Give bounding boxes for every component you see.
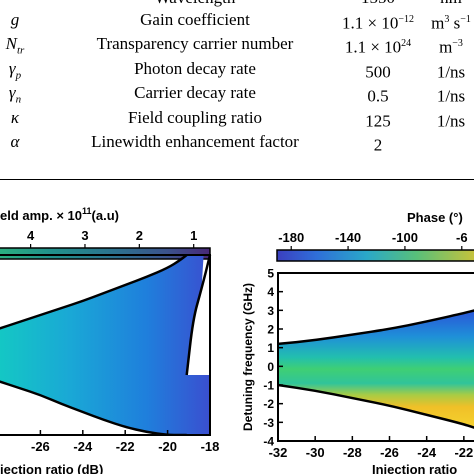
table-desc: Carrier decay rate <box>134 83 256 103</box>
left-colorbar-label: eld amp. × 1011(a.u) <box>0 206 119 223</box>
right-x-axis-label: Injection ratio <box>372 462 457 474</box>
left-colorbar-tick-label: 3 <box>81 228 88 243</box>
left-x-ticks: -26 -24 -22 -20 -18 <box>31 430 219 454</box>
table-desc: Linewidth enhancement factor <box>91 132 299 151</box>
right-x-tick-label: -24 <box>417 445 437 460</box>
right-colorbar-bar <box>276 249 474 262</box>
left-x-tick-label: -24 <box>73 439 93 454</box>
table-value: 2 <box>373 135 383 155</box>
right-upper-boundary <box>277 309 474 346</box>
left-upper-boundary <box>0 255 188 330</box>
left-x-tick-label: -22 <box>116 439 135 454</box>
right-colorbar-ticks: -180 -140 -100 -6 <box>278 230 468 250</box>
table-row: g Gain coefficient 1.1 × 10−12 m3 s−1 <box>0 8 474 33</box>
right-lower-boundary <box>277 383 474 429</box>
table-value: 0.5 <box>367 86 389 106</box>
left-colorbar-ticks: 4 3 2 1 <box>27 228 197 248</box>
right-y-tick-label: -4 <box>263 435 274 449</box>
table-unit: 1/ns <box>436 111 466 131</box>
table-symbol: g <box>10 10 20 29</box>
right-colorbar: Phase (°) -180 -140 -100 -6 <box>276 210 474 262</box>
table-desc: Photon decay rate <box>134 58 256 78</box>
right-x-tick-label: -26 <box>380 445 399 460</box>
right-y-tick-label: -2 <box>263 397 274 411</box>
table-unit: m−3 <box>439 38 463 58</box>
table-row: γn Carrier decay rate 0.5 1/ns <box>0 81 474 106</box>
right-y-tick-label: 1 <box>267 341 274 355</box>
table-unit: nm <box>428 0 474 10</box>
table-desc: Transparency carrier number <box>96 34 294 54</box>
table-row: α Linewidth enhancement factor 2 <box>0 130 474 155</box>
left-x-tick-label: -26 <box>31 439 50 454</box>
right-axes-frame <box>277 272 474 442</box>
right-y-tick-label: 5 <box>267 267 274 281</box>
left-unstable-edge <box>185 255 212 376</box>
table-value: 1.1 × 10−12 <box>342 13 414 33</box>
right-colorbar-tick-label: -140 <box>335 230 361 245</box>
table-unit: 1/ns <box>436 86 466 106</box>
table-row: κ Field coupling ratio 125 1/ns <box>0 106 474 131</box>
right-colorbar-tick-label: -6 <box>456 230 468 245</box>
right-y-tick-label: 3 <box>267 304 274 318</box>
parameter-table: Wavelength 1550 nm g Gain coefficient 1.1 … <box>0 0 474 180</box>
table-symbol: γn <box>8 83 22 106</box>
right-colorbar-tick-label: -180 <box>278 230 304 245</box>
table-value: 1.1 × 1024 <box>344 38 412 58</box>
right-x-tick-label: -32 <box>269 445 288 460</box>
left-x-axis-label: jection ratio (dB) <box>0 462 103 474</box>
table-symbol: γp <box>8 58 22 82</box>
right-heatmap <box>277 309 474 429</box>
table-value: 125 <box>365 111 391 131</box>
table-unit: 1/ns <box>436 62 466 82</box>
left-x-tick-label: -18 <box>201 439 220 454</box>
table-desc: Field coupling ratio <box>127 107 263 127</box>
table-value: 500 <box>365 62 391 82</box>
table-desc: Wavelength <box>35 0 355 10</box>
table-symbol: α <box>10 132 20 151</box>
left-x-tick-label: -20 <box>158 439 177 454</box>
right-y-axis-label: Detuning frequency (GHz) <box>241 283 255 431</box>
right-y-ticks: -4 -3 -2 -1 0 1 2 3 4 5 <box>263 267 283 449</box>
table-desc: Gain coefficient <box>140 10 250 29</box>
left-colorbar-tick-label: 2 <box>136 228 143 243</box>
table-bottom-rule <box>0 179 474 180</box>
left-heatmap <box>0 255 212 435</box>
table-row: γp Photon decay rate 500 1/ns <box>0 57 474 82</box>
table-value: 1550 <box>328 0 428 10</box>
table-symbol: Ntr <box>5 34 25 57</box>
right-colorbar-tick-label: -100 <box>392 230 418 245</box>
left-colorbar-bar <box>0 247 211 260</box>
table-row-partial: Wavelength 1550 nm <box>0 0 474 10</box>
right-colorbar-label: Phase (°) <box>407 210 463 225</box>
right-locking-region <box>278 310 474 428</box>
right-y-tick-label: 0 <box>267 360 274 374</box>
right-x-tick-label: -28 <box>343 445 362 460</box>
left-colorbar-tick-label: 4 <box>27 228 35 243</box>
right-x-tick-label: -30 <box>306 445 325 460</box>
right-y-tick-label: -3 <box>263 416 274 430</box>
left-colorbar-tick-label: 1 <box>190 228 197 243</box>
right-y-tick-label: -1 <box>263 379 274 393</box>
left-colorbar: eld amp. × 1011(a.u) 4 3 2 1 <box>0 206 211 260</box>
left-axes-frame <box>0 254 211 436</box>
right-y-tick-label: 4 <box>267 285 274 299</box>
table-symbol: κ <box>10 107 20 127</box>
right-x-ticks: -32 -30 -28 -26 -24 -22 <box>269 436 473 460</box>
right-y-tick-label: 2 <box>267 323 274 337</box>
table-unit: m3 s−1 <box>431 13 471 33</box>
left-locking-region <box>0 255 210 435</box>
table-row: Ntr Transparency carrier number 1.1 × 1024… <box>0 32 474 57</box>
right-x-tick-label: -22 <box>454 445 473 460</box>
